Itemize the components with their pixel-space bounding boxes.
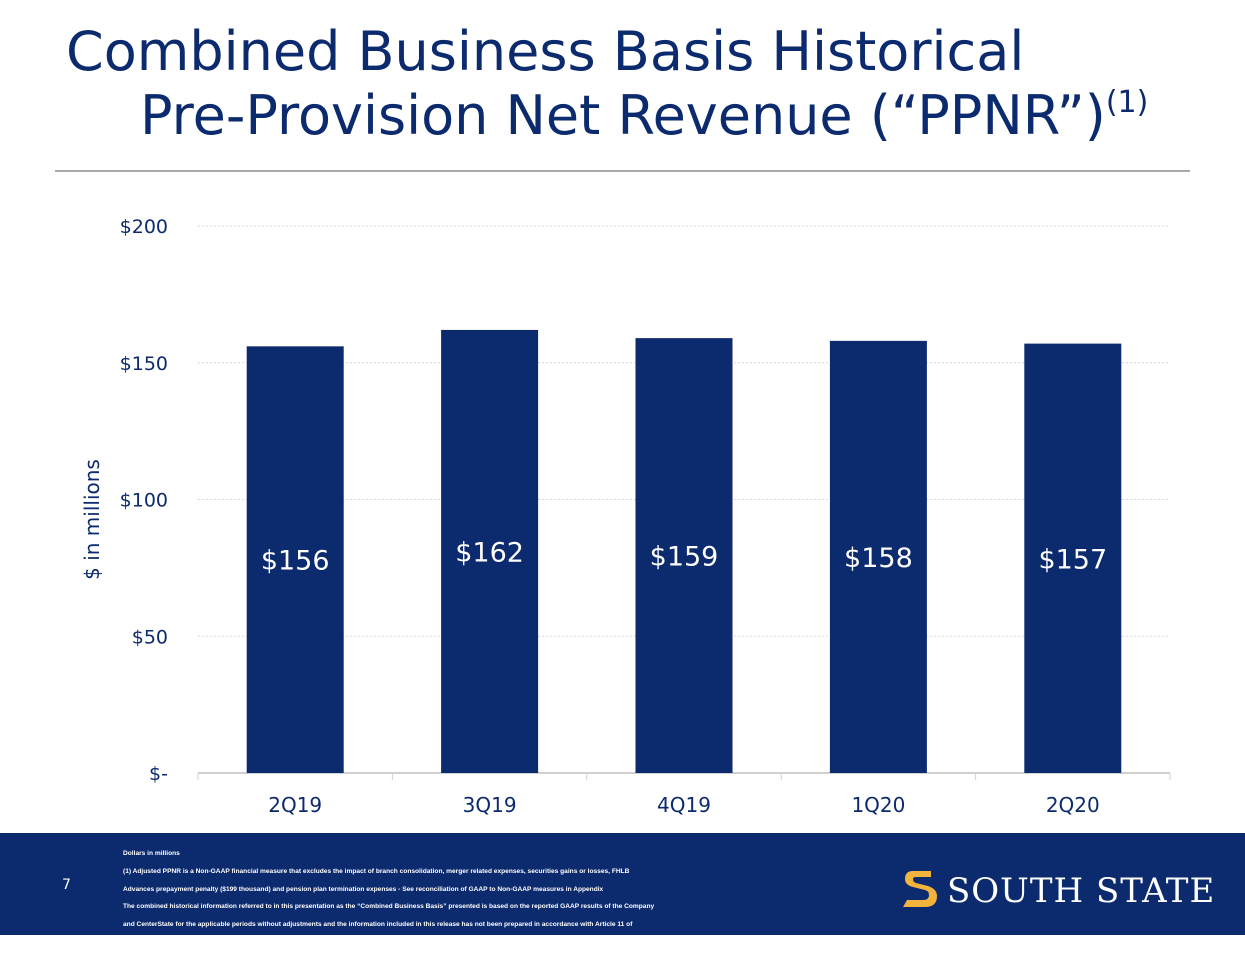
south-state-s-icon	[903, 871, 937, 907]
x-tick-label: 1Q20	[851, 793, 905, 817]
title-line-2: Pre-Provision Net Revenue (“PPNR”)(1)	[66, 84, 1216, 148]
x-tick-label: 3Q19	[463, 793, 517, 817]
y-tick-label: $200	[120, 216, 168, 238]
footnotes: Dollars in millions (1) Adjusted PPNR is…	[123, 841, 913, 975]
y-tick-label: $-	[149, 763, 168, 785]
bar-value-label: $156	[261, 546, 330, 577]
footnote-line: should be reviewed in connection the his…	[123, 956, 606, 964]
bar-1q20	[829, 340, 927, 773]
ppnr-bar-chart: $- $50 $100 $150 $200 $156 2Q19 $162 3Q19 $159 4Q1…	[80, 216, 1171, 817]
title-line-2-text: Pre-Provision Net Revenue (“PPNR”)	[140, 84, 1106, 147]
footnote-line: (1) Adjusted PPNR is a Non-GAAP financia…	[123, 867, 630, 875]
bar-3q19	[441, 329, 539, 773]
bar-value-label: $158	[844, 543, 913, 574]
footnote-line: Dollars in millions	[123, 849, 180, 857]
bar-value-label: $162	[455, 537, 524, 568]
y-axis-title: $ in millions	[80, 459, 104, 580]
footnote-line: Advances prepayment penalty ($199 thousa…	[123, 885, 604, 893]
title-line-1: Combined Business Basis Historical	[66, 20, 1025, 83]
footnote-line: Regulation S-X, and therefore does not r…	[123, 938, 634, 946]
bar-value-label: $157	[1038, 544, 1107, 575]
x-tick-label: 4Q19	[657, 793, 711, 817]
page-number: 7	[62, 877, 71, 893]
bar-2q19	[246, 346, 344, 773]
bar-4q19	[635, 338, 733, 773]
bar-value-label: $159	[650, 542, 719, 573]
title-divider	[55, 170, 1190, 172]
y-tick-label: $50	[132, 626, 168, 648]
footnote-line: and CenterState for the applicable perio…	[123, 921, 633, 929]
x-tick-label: 2Q19	[268, 793, 322, 817]
footnote-line: The combined historical information refe…	[123, 903, 655, 911]
slide-title: Combined Business Basis Historical Pre-P…	[66, 20, 1216, 148]
title-footnote-marker: (1)	[1105, 85, 1149, 120]
logo-text: SOUTH STATE	[947, 871, 1216, 911]
y-tick-label: $100	[120, 490, 168, 512]
x-tick-label: 2Q20	[1046, 793, 1100, 817]
y-tick-label: $150	[120, 353, 168, 375]
footer-bar: 7 Dollars in millions (1) Adjusted PPNR …	[0, 833, 1245, 964]
bar-2q20	[1024, 343, 1122, 773]
